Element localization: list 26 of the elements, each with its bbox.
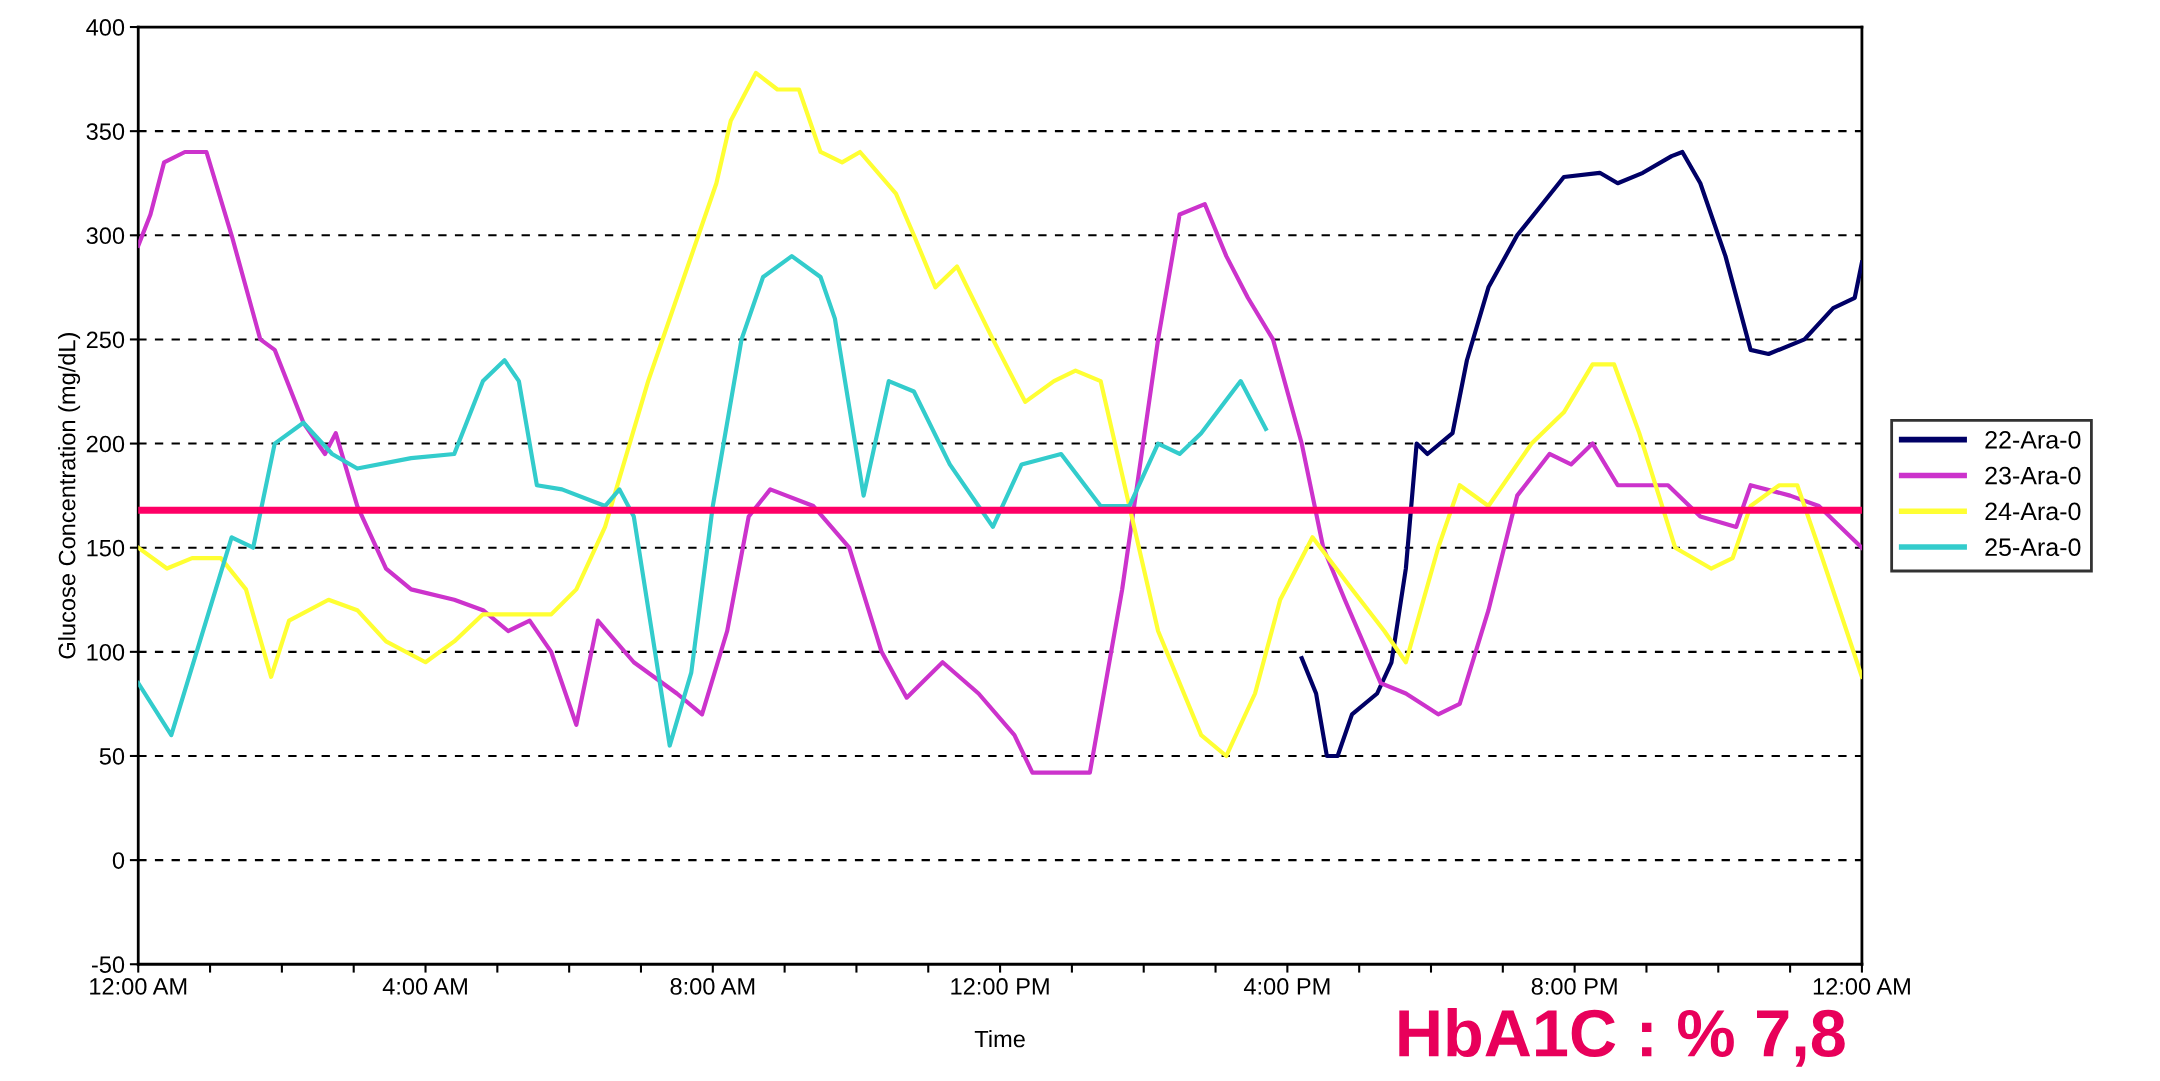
y-tick-label: 350 bbox=[86, 123, 125, 140]
x-tick-label: 12:00 PM bbox=[951, 978, 1049, 995]
text: HbA1C : % 7,8 bbox=[1399, 1008, 1845, 1067]
y-tick-label: 400 bbox=[86, 19, 125, 36]
y-axis-title: Glucose Concentration (mg/dL) bbox=[58, 333, 81, 659]
x-axis-title: Time bbox=[974, 1030, 1025, 1048]
line-series bbox=[1299, 149, 1862, 759]
legend-label: 25-Ara-0 bbox=[1985, 538, 2081, 557]
legend-label: 22-Ara-0 bbox=[1985, 430, 2081, 449]
y-tick-label: 50 bbox=[99, 748, 125, 765]
legend-label: 23-Ara-0 bbox=[1985, 466, 2081, 485]
y-tick-label: -50 bbox=[91, 956, 125, 974]
x-tick-label: 8:00 AM bbox=[670, 978, 755, 995]
line-series bbox=[138, 254, 1268, 748]
x-tick-label: 12:00 AM bbox=[1813, 978, 1910, 995]
y-tick-label: 100 bbox=[87, 643, 125, 661]
y-tick-label: 250 bbox=[86, 331, 125, 349]
x-tick-label: 4:00 AM bbox=[382, 978, 467, 995]
y-tick-label: 200 bbox=[86, 435, 125, 453]
y-tick-label: 0 bbox=[112, 852, 125, 869]
y-tick-label: 300 bbox=[86, 227, 125, 245]
y-tick-label: 150 bbox=[87, 539, 125, 557]
legend-label: 24-Ara-0 bbox=[1985, 502, 2081, 521]
x-tick-label: 8:00 PM bbox=[1531, 978, 1617, 995]
x-tick-label: 4:00 PM bbox=[1243, 978, 1330, 995]
x-tick-label: 12:00 AM bbox=[90, 978, 187, 995]
